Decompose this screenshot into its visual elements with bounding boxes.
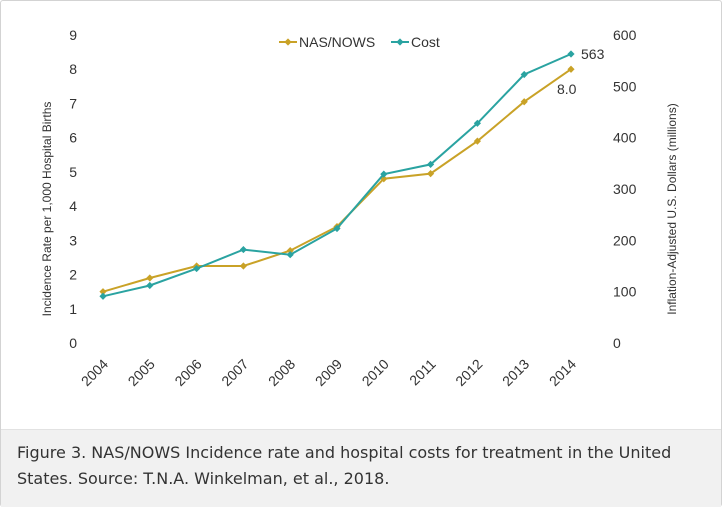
x-tick-label: 2005 bbox=[125, 356, 158, 389]
legend-label: NAS/NOWS bbox=[299, 34, 375, 50]
data-point bbox=[473, 137, 481, 145]
left-tick-label: 9 bbox=[69, 27, 77, 43]
x-tick-label: 2006 bbox=[171, 356, 204, 389]
series-layer bbox=[99, 50, 575, 300]
data-point bbox=[146, 274, 154, 282]
right-tick-label: 600 bbox=[613, 27, 637, 43]
data-point bbox=[333, 224, 341, 233]
annotation-layer: 563 8.0 bbox=[557, 46, 605, 97]
left-tick-label: 8 bbox=[69, 61, 77, 77]
data-point bbox=[567, 65, 575, 73]
data-point bbox=[567, 50, 575, 58]
right-tick-label: 0 bbox=[613, 335, 621, 351]
right-tick-label: 100 bbox=[613, 284, 637, 300]
x-tick-label: 2011 bbox=[406, 356, 439, 389]
data-point bbox=[427, 170, 435, 178]
data-point bbox=[99, 288, 107, 296]
left-tick-label: 7 bbox=[69, 95, 77, 111]
x-tick-label: 2013 bbox=[499, 356, 532, 389]
x-tick-label: 2007 bbox=[218, 356, 251, 389]
data-point bbox=[473, 119, 481, 127]
data-label: 563 bbox=[581, 46, 605, 62]
data-point bbox=[239, 262, 247, 270]
caption-band: Figure 3. NAS/NOWS Incidence rate and ho… bbox=[1, 429, 721, 507]
left-tick-label: 5 bbox=[69, 164, 77, 180]
legend-marker bbox=[396, 38, 404, 46]
series-line-cost bbox=[102, 53, 572, 298]
x-tick-label: 2010 bbox=[359, 356, 392, 389]
left-tick-label: 1 bbox=[69, 301, 77, 317]
data-point bbox=[99, 292, 107, 300]
data-point bbox=[520, 98, 528, 106]
right-axis-ticks: 0 100 200 300 400 500 600 bbox=[613, 27, 637, 351]
data-point bbox=[239, 245, 247, 254]
data-point bbox=[380, 170, 388, 178]
data-point bbox=[286, 247, 294, 255]
x-tick-label: 2008 bbox=[265, 356, 298, 389]
data-point bbox=[146, 281, 154, 290]
legend-marker bbox=[284, 38, 292, 46]
left-axis-ticks: 0 1 2 3 4 5 6 7 8 9 bbox=[69, 27, 77, 351]
right-tick-label: 200 bbox=[613, 232, 637, 248]
left-tick-label: 0 bbox=[69, 335, 77, 351]
left-tick-label: 2 bbox=[69, 267, 77, 283]
data-point bbox=[520, 70, 528, 79]
figure-caption: Figure 3. NAS/NOWS Incidence rate and ho… bbox=[17, 443, 672, 488]
right-tick-label: 500 bbox=[613, 78, 637, 94]
series-line-nas-nows bbox=[102, 68, 572, 293]
left-tick-label: 6 bbox=[69, 130, 77, 146]
right-tick-label: 300 bbox=[613, 181, 637, 197]
x-tick-label: 2014 bbox=[546, 356, 579, 389]
right-tick-label: 400 bbox=[613, 130, 637, 146]
legend: NAS/NOWS Cost bbox=[279, 34, 440, 50]
data-point bbox=[193, 264, 201, 273]
x-axis-ticks: 2004 2005 2006 2007 2008 2009 2010 2011 2012 2013… bbox=[78, 356, 579, 389]
right-axis-label: Inflation-Adjusted U.S. Dollars (million… bbox=[665, 103, 679, 314]
data-label: 8.0 bbox=[557, 81, 577, 97]
x-tick-label: 2009 bbox=[312, 356, 345, 389]
x-tick-label: 2012 bbox=[452, 356, 485, 389]
data-point bbox=[427, 160, 435, 168]
left-tick-label: 3 bbox=[69, 232, 77, 248]
x-tick-label: 2004 bbox=[78, 356, 111, 389]
left-tick-label: 4 bbox=[69, 198, 77, 214]
legend-label: Cost bbox=[411, 34, 440, 50]
left-axis-label: Incidence Rate per 1,000 Hospital Births bbox=[40, 102, 54, 317]
